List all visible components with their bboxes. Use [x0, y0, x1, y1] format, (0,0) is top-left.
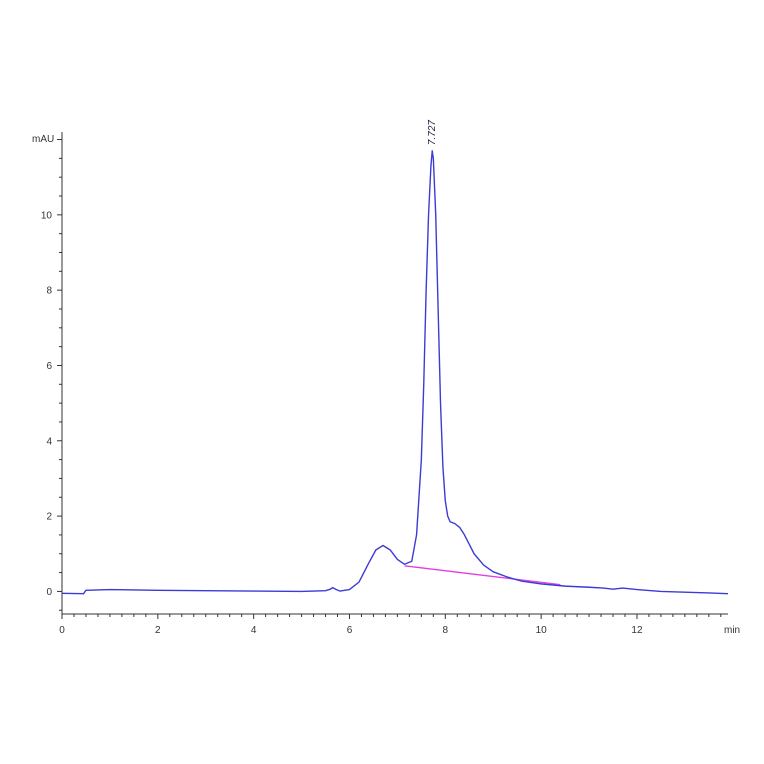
x-tick-label: 2	[155, 625, 161, 636]
y-tick-label: 4	[46, 436, 52, 447]
x-axis-label: min	[724, 625, 740, 636]
baseline-layer	[404, 565, 561, 586]
labels-layer: mAU min 7.727	[32, 120, 740, 636]
series-layer	[61, 150, 729, 595]
y-tick-label: 8	[46, 286, 52, 297]
x-tick-label: 12	[631, 625, 643, 636]
x-tick-label: 4	[251, 625, 257, 636]
y-tick-label: 6	[46, 361, 52, 372]
axes: 0 2 4 6 8 10 0 2 4 6 8 10 12	[41, 132, 728, 636]
signal-trace	[61, 150, 729, 595]
peak-retention-label: 7.727	[427, 120, 438, 145]
y-tick-label: 10	[41, 210, 53, 221]
x-tick-label: 0	[59, 625, 65, 636]
x-tick-label: 8	[443, 625, 449, 636]
y-tick-label: 2	[46, 512, 52, 523]
y-tick-label: 0	[46, 587, 52, 598]
x-tick-label: 10	[536, 625, 548, 636]
integration-baseline	[404, 565, 561, 586]
x-tick-label: 6	[347, 625, 353, 636]
y-axis-label: mAU	[32, 134, 54, 145]
